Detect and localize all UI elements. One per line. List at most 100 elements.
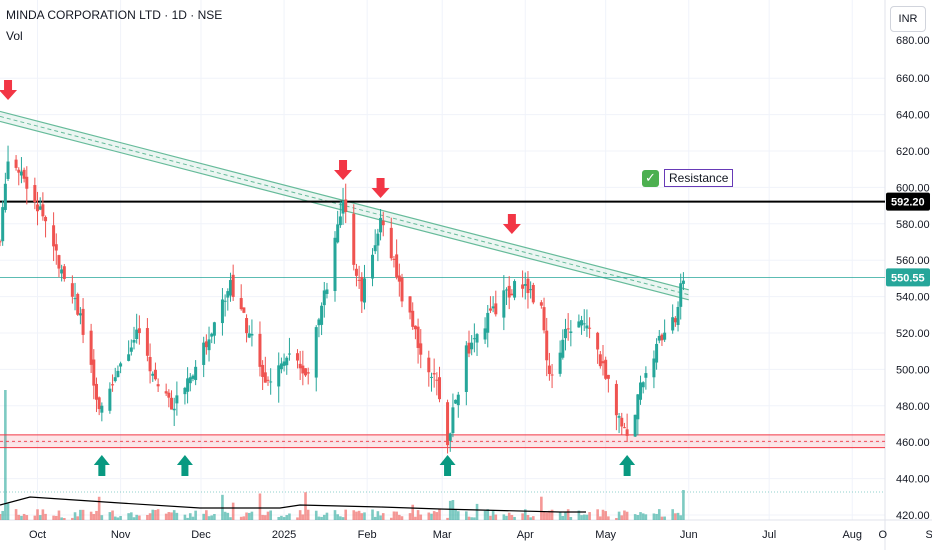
candle-body <box>341 200 345 214</box>
candle-body <box>467 342 471 354</box>
volume-bar <box>674 513 677 520</box>
candle-body <box>617 416 621 418</box>
volume-bar <box>494 514 498 520</box>
volume-bar <box>282 517 286 520</box>
volume-bar <box>467 516 471 520</box>
candle-body <box>269 381 273 383</box>
volume-bar <box>564 512 567 520</box>
volume-bar <box>1 510 4 520</box>
volume-bar <box>604 511 607 520</box>
volume-bar <box>408 513 412 520</box>
volume-bar <box>296 517 299 520</box>
sell-arrow-icon <box>334 170 353 180</box>
candle-body <box>333 237 337 292</box>
chart-title: MINDA CORPORATION LTD · 1D · NSE <box>6 8 223 22</box>
volume-bar <box>532 516 535 520</box>
candle-body <box>400 277 404 302</box>
volume-bar <box>617 511 621 520</box>
volume-bar <box>14 509 18 520</box>
candle-body <box>663 332 667 340</box>
volume-bar <box>138 515 141 520</box>
candle-body <box>523 284 527 286</box>
volume-bar <box>601 509 605 520</box>
volume-bar <box>585 514 589 520</box>
candle-body <box>644 373 648 378</box>
volume-bar <box>317 516 321 520</box>
candle-body <box>413 325 417 330</box>
candle-body <box>641 382 645 388</box>
volume-bar <box>320 516 323 520</box>
volume-bar <box>545 512 549 520</box>
volume-bar <box>0 514 2 520</box>
candle-body <box>526 278 530 294</box>
candle-body <box>604 359 608 379</box>
volume-bar <box>456 511 460 520</box>
buy-arrow-icon <box>439 455 456 465</box>
volume-bar <box>381 513 385 520</box>
volume-bar <box>416 510 420 520</box>
time-tick-label: Nov <box>111 529 131 541</box>
candle-body <box>172 408 176 411</box>
time-tick-label: Aug <box>842 529 862 541</box>
volume-bar <box>657 509 661 520</box>
volume-bar <box>400 516 404 520</box>
candle-body <box>411 310 415 327</box>
candle-body <box>129 347 133 352</box>
currency-button[interactable]: INR <box>890 6 926 32</box>
candle-body <box>475 334 479 343</box>
time-axis[interactable]: Oct Nov Dec 2025 Feb Mar Apr May Jun Jul Aug Sep O <box>29 529 932 541</box>
volume-bar <box>542 511 546 520</box>
price-tick-label: 620.00 <box>896 146 930 158</box>
volume-bar <box>679 515 683 520</box>
volume-bar <box>100 515 104 520</box>
candle-body <box>322 290 326 306</box>
candle-body <box>395 254 399 278</box>
sell-arrow-icon <box>376 178 385 189</box>
price-tick-label: 480.00 <box>896 401 930 413</box>
volume-bar <box>430 513 433 520</box>
buy-arrow-icon <box>623 464 631 476</box>
candle-body <box>547 365 551 375</box>
volume-bar <box>454 509 457 520</box>
candle-body <box>41 204 45 217</box>
volume-bar <box>483 510 487 520</box>
volume-bar <box>277 516 281 520</box>
candle-body <box>389 227 393 259</box>
sell-arrow-icon <box>502 224 521 234</box>
sell-arrow-icon <box>339 160 348 171</box>
candle-body <box>505 289 509 291</box>
volume-bar <box>223 511 227 520</box>
candle-body <box>298 363 302 369</box>
volume-bar <box>491 511 495 520</box>
candle-body <box>636 394 640 420</box>
volume-bar <box>194 510 197 520</box>
volume-bar <box>89 511 93 520</box>
candle-body <box>6 161 10 179</box>
buy-arrow-icon <box>176 455 193 465</box>
candle-body <box>226 291 230 298</box>
price-axis[interactable]: 420.00 440.00 460.00 480.00 500.00 520.00 540.… <box>886 35 930 522</box>
volume-bar <box>116 517 120 520</box>
volume-bar <box>52 515 55 520</box>
volume-label: Vol <box>6 29 23 43</box>
volume-bar <box>301 514 305 520</box>
price-tick-label: 640.00 <box>896 110 930 122</box>
volume-bar <box>389 517 393 520</box>
sell-arrow-icon <box>371 188 390 198</box>
volume-bar <box>250 511 254 520</box>
candle-body <box>231 274 235 297</box>
candle-body <box>625 429 629 436</box>
volume-bar <box>202 513 205 520</box>
volume-bar <box>130 512 133 520</box>
volume-bar <box>306 509 310 520</box>
candle-body <box>266 379 270 381</box>
volume-bar <box>36 509 39 520</box>
volume-bar <box>414 516 417 520</box>
volume-bar <box>73 512 77 520</box>
volume-bar <box>473 517 476 520</box>
volume-bar <box>582 514 586 520</box>
volume-bar <box>355 511 358 520</box>
volume-bar <box>505 515 508 520</box>
volume-bar <box>154 510 157 520</box>
